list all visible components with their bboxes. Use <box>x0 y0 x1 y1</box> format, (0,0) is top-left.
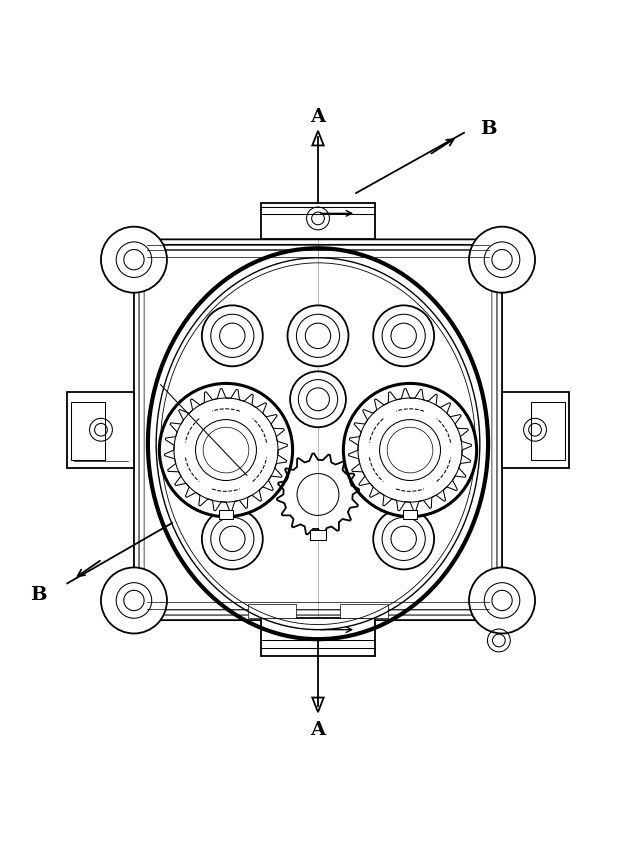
Bar <box>403 510 417 519</box>
Bar <box>248 604 296 619</box>
Circle shape <box>160 384 293 517</box>
Bar <box>340 604 388 619</box>
Circle shape <box>101 568 167 634</box>
Bar <box>261 203 375 240</box>
Text: B: B <box>480 120 497 138</box>
Bar <box>502 392 569 468</box>
Bar <box>261 619 375 657</box>
Bar <box>310 530 326 540</box>
Circle shape <box>469 227 535 294</box>
Circle shape <box>287 306 349 367</box>
Circle shape <box>373 509 434 570</box>
Circle shape <box>101 227 167 294</box>
Circle shape <box>290 372 346 428</box>
FancyBboxPatch shape <box>134 240 502 620</box>
Text: A: A <box>310 720 326 738</box>
Text: B: B <box>30 586 46 603</box>
Circle shape <box>469 568 535 634</box>
Text: A: A <box>310 107 326 126</box>
Bar <box>71 403 106 460</box>
Bar <box>219 510 233 519</box>
Circle shape <box>202 509 263 570</box>
Bar <box>67 392 134 468</box>
Circle shape <box>202 306 263 367</box>
Circle shape <box>343 384 476 517</box>
Circle shape <box>373 306 434 367</box>
Bar <box>530 403 565 460</box>
